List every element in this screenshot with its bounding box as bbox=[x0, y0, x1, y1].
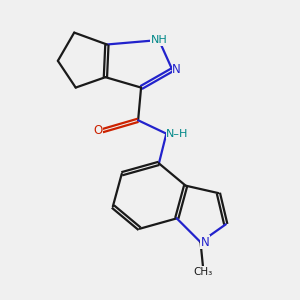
Text: N–H: N–H bbox=[166, 129, 189, 139]
Text: N: N bbox=[172, 63, 181, 76]
Text: CH₃: CH₃ bbox=[194, 267, 213, 277]
Text: N: N bbox=[200, 236, 209, 249]
Text: O: O bbox=[93, 124, 102, 137]
Text: NH: NH bbox=[151, 35, 167, 45]
